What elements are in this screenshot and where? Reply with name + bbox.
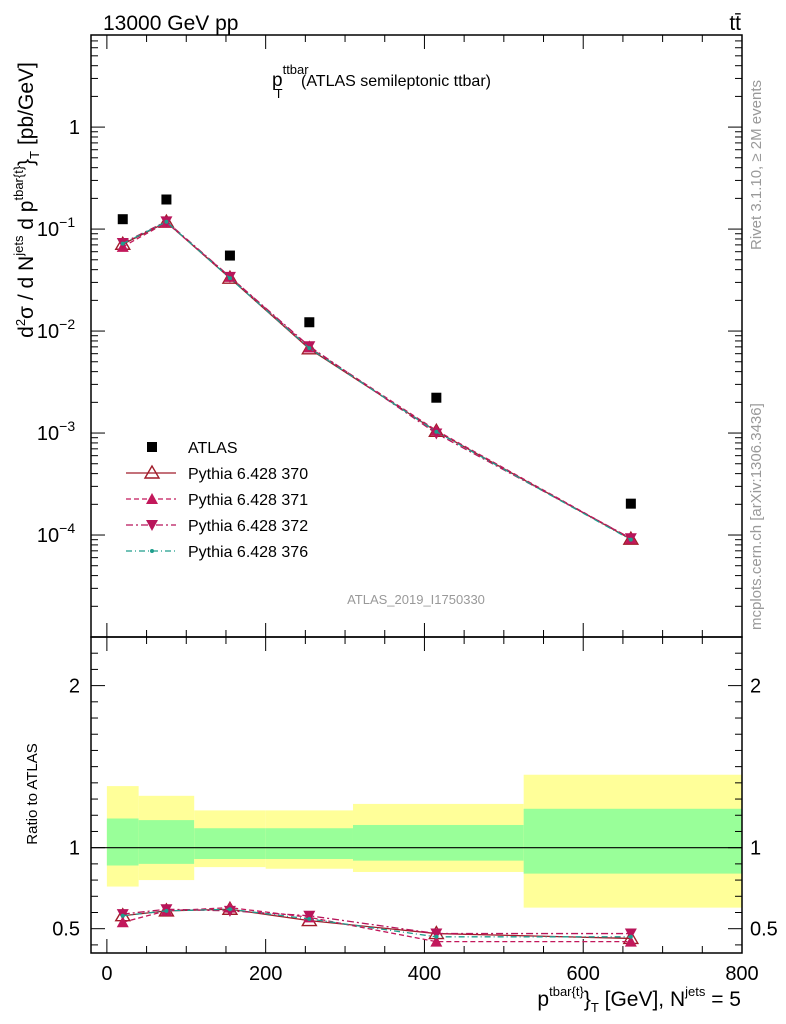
ratio-tick-label-right: 2 [750,676,761,698]
main-data-point [227,276,232,281]
ratio-band-inner [106,818,139,866]
legend-marker [143,464,161,479]
main-data-point [161,194,172,205]
main-data-point [117,214,128,225]
main-data-point [221,269,239,284]
main-data-point [434,429,439,434]
main-data-point [301,340,318,355]
ratio-series-line [122,908,631,938]
main-data-point [628,537,633,542]
legend-marker [150,549,154,553]
rivet-version-label: Rivet 3.1.10, ≥ 2M events [748,80,765,250]
ratio-band-inner [194,828,266,860]
ratio-data-point [307,916,312,921]
main-series-line [122,220,632,541]
process-label: tt̄ [729,12,741,35]
main-data-point [120,241,125,246]
legend-label: Pythia 6.428 372 [188,518,308,535]
ratio-band-inner [523,808,742,874]
x-tick-label: 200 [249,963,282,985]
main-series-line [122,220,632,539]
ratio-data-point [434,934,439,939]
legend-label: Pythia 6.428 370 [188,466,308,483]
legend: ATLAS Pythia 6.428 370 Pythia 6.428 371 Pyt… [126,440,308,561]
ratio-data-point [628,934,633,939]
ratio-data-point [430,928,443,940]
y-tick-label: 10−1 [37,214,75,241]
main-data-point [307,346,312,351]
title-sub: T [275,86,283,101]
main-data-point [164,219,169,224]
y-tick-label: 10−4 [37,520,75,547]
ratio-data-point [116,916,129,928]
ratio-y-axis-label: Ratio to ATLAS [24,743,41,844]
ratio-data-point [227,907,232,912]
main-data-point [431,392,442,403]
ratio-data-point [164,908,169,913]
ratio-tick-label-left: 2 [69,676,80,698]
y-tick-label: 1 [69,117,80,139]
ratio-tick-label-left: 1 [69,838,80,860]
y-tick-label: 10−3 [37,418,75,445]
legend-label: Pythia 6.428 371 [188,492,308,509]
x-tick-label: 400 [408,963,441,985]
ratio-data-point [223,905,236,917]
ratio-tick-label-right: 0.5 [750,919,778,941]
title-sup: ttbar [283,62,310,77]
ratio-series-line [122,906,631,943]
title-rest: (ATLAS semileptonic ttbar) [297,73,491,90]
ratio-series-line [122,908,631,935]
collision-energy-label: 13000 GeV pp [103,12,238,35]
ratio-band-inner [265,828,353,860]
legend-label: ATLAS [188,440,238,457]
main-data-point [224,250,235,261]
ratio-data-point [430,935,443,947]
y-tick-label: 10−2 [37,316,75,343]
ratio-tick-label-right: 1 [750,838,761,860]
ratio-data-point [120,913,125,918]
legend-label: Pythia 6.428 376 [188,544,308,561]
x-tick-label: 800 [725,963,758,985]
x-tick-label: 600 [567,963,600,985]
main-data-point [304,317,315,328]
main-data-point [625,498,636,509]
legend-marker [146,520,158,531]
title-main: p [272,70,283,91]
ratio-plot-frame [90,636,743,954]
ratio-band-inner [138,820,195,864]
main-data-point [430,428,443,440]
analysis-id-watermark: ATLAS_2019_I1750330 [347,592,485,607]
ratio-data-point [303,910,316,922]
ratio-series-line [122,908,631,940]
legend-marker [147,442,157,452]
ratio-plot-area: 0 200 400 600 800 0.5 0.5 1 1 2 2 [52,35,778,985]
mcplots-label: mcplots.cern.ch [arXiv:1306.3436] [748,403,765,630]
ratio-data-point [624,928,637,940]
ratio-band-inner [352,824,524,861]
x-tick-label: 0 [101,963,112,985]
ratio-tick-label-left: 0.5 [52,919,80,941]
main-plot-area: 1 10−1 10−2 10−3 10−4 [37,34,743,638]
main-y-axis-label: d2σ / d Njets d ptbar{t}}T [pb/GeV] [11,62,42,338]
legend-marker [146,493,158,504]
ratio-data-point [624,935,637,947]
plot-title: pttbar T (ATLAS semileptonic ttbar) [272,62,491,101]
x-axis-label: ptbar{t}}T [GeV], Njets = 5 [537,984,741,1015]
